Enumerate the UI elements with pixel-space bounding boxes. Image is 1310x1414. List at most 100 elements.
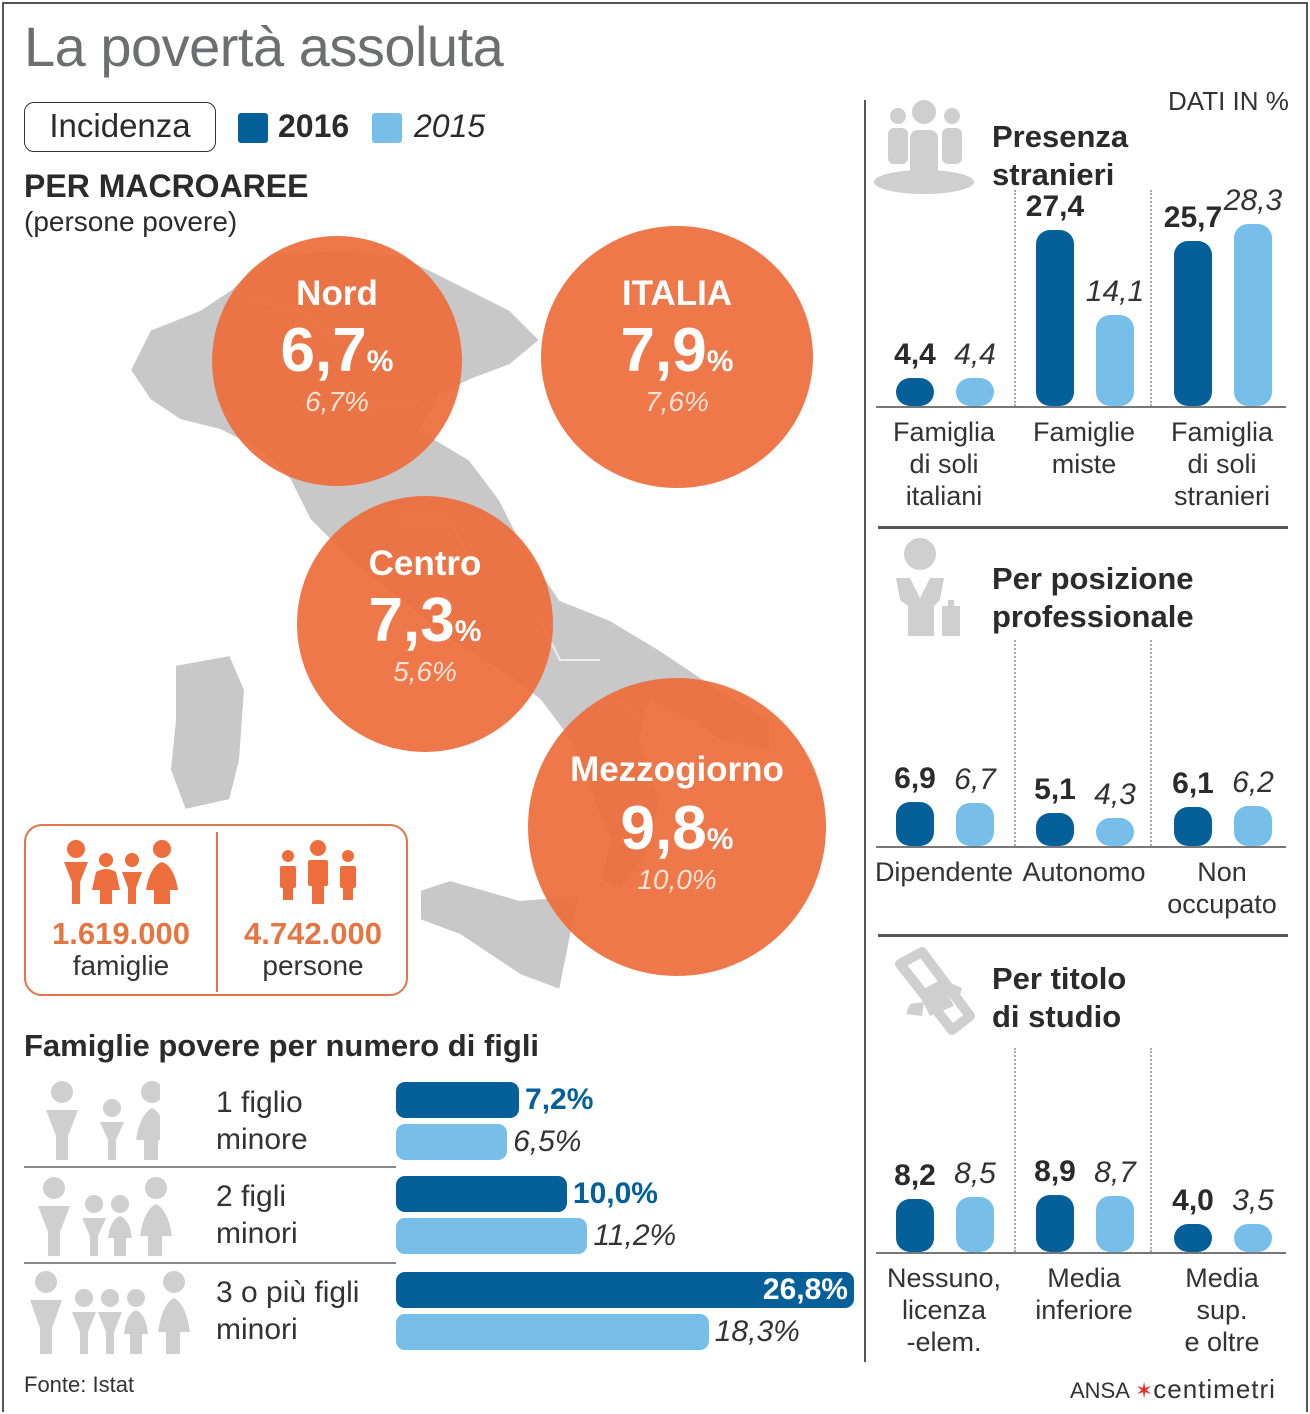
bar-2015 [1096, 818, 1134, 846]
totals-box: 1.619.000 famiglie 4.742.000 persone [24, 824, 408, 996]
group-divider [1014, 1048, 1016, 1252]
children-row-label: 1 figlio minore [216, 1086, 308, 1156]
value-label-2016: 5,1 [1034, 773, 1076, 807]
families-count: 1.619.000 [52, 916, 190, 951]
bar-2015 [956, 802, 994, 846]
value-label-2015: 8,7 [1094, 1156, 1136, 1190]
area-value-2015: 6,7% [305, 386, 369, 417]
bar-label-2015: 6,5% [513, 1125, 582, 1158]
children-heading: Famiglie povere per numero di figli [24, 1028, 540, 1063]
bar-2015 [1096, 1196, 1134, 1252]
bar-2016 [1174, 1224, 1212, 1252]
value-label-2016: 8,9 [1034, 1154, 1076, 1188]
bar-2016 [1036, 1194, 1074, 1252]
group-divider [1014, 640, 1016, 846]
category-label: Famiglia di soli stranieri [1170, 417, 1274, 511]
section-title-profession: Per posizione professionale [992, 561, 1194, 634]
bar-label-2015: 18,3% [714, 1315, 800, 1348]
area-value-2016: 6,7% [280, 316, 394, 385]
legend-swatch-2015 [372, 113, 402, 143]
value-label-2016: 27,4 [1025, 189, 1085, 223]
circle-italia: ITALIA 7,9% 7,6% [541, 226, 813, 488]
category-label: Nessuno, licenza -elem. [886, 1263, 1002, 1357]
persons-label: persone [262, 950, 364, 981]
circle-mezzogiorno: Mezzogiorno 9,8% 10,0% [528, 678, 826, 976]
incidence-badge: Incidenza [24, 102, 216, 152]
map-sardinia [168, 653, 247, 812]
value-label-2015: 4,3 [1094, 778, 1136, 811]
chart-axis [876, 406, 1286, 408]
bar-2016 [396, 1176, 567, 1212]
bar-2015 [396, 1314, 709, 1350]
group-divider [1150, 640, 1152, 846]
bar-2016 [396, 1082, 520, 1118]
bar-2016 [1036, 229, 1074, 406]
totals-divider [216, 832, 218, 992]
category-label: Autonomo [1022, 857, 1146, 887]
section-separator [878, 526, 1288, 529]
bar-2015 [1234, 224, 1272, 406]
row-separator [24, 1262, 396, 1264]
value-label-2015: 8,5 [954, 1157, 996, 1191]
bar-2016 [1036, 813, 1074, 846]
value-label-2015: 6,2 [1232, 766, 1274, 800]
value-label-2016: 6,9 [894, 761, 936, 795]
bar-2016 [1174, 806, 1212, 846]
value-label-2015: 3,5 [1232, 1184, 1274, 1217]
value-label-2015: 14,1 [1085, 275, 1145, 309]
area-name: ITALIA [621, 274, 733, 313]
area-value-2015: 7,6% [645, 386, 709, 417]
source-note: Fonte: Istat [24, 1372, 135, 1397]
area-value-2015: 5,6% [393, 656, 457, 687]
map-sicily [419, 878, 582, 992]
bar-2015 [956, 1197, 994, 1252]
bar-2015 [396, 1124, 508, 1160]
area-value-2016: 7,9% [620, 316, 734, 385]
column-divider [864, 100, 866, 1362]
bar-2015 [396, 1218, 588, 1254]
diploma-icon [895, 947, 975, 1035]
category-label: Non occupato [1167, 857, 1277, 919]
value-label-2015: 6,7 [954, 762, 996, 796]
category-label: Famiglia di soli italiani [892, 417, 996, 511]
value-label-2016: 8,2 [894, 1159, 936, 1193]
legend-swatch-2016 [238, 113, 268, 143]
bar-label-2016: 7,2% [525, 1083, 594, 1116]
children-row-label: 2 figli minori [216, 1180, 298, 1250]
value-label-2015: 28,3 [1223, 184, 1283, 217]
circle-centro: Centro 7,3% 5,6% [297, 496, 553, 752]
category-label: Dipendente [874, 857, 1014, 887]
area-value-2015: 10,0% [637, 864, 717, 895]
legend-label-2016: 2016 [278, 108, 350, 144]
bar-2016 [896, 377, 934, 406]
category-label: Media sup. e oltre [1184, 1263, 1260, 1357]
bar-2015 [1096, 315, 1134, 406]
circle-nord: Nord 6,7% 6,7% [212, 236, 462, 486]
bar-2015 [956, 377, 994, 406]
family-icon [64, 840, 178, 904]
group-divider [1014, 190, 1016, 406]
bar-2016 [1174, 240, 1212, 406]
chart-axis [876, 1252, 1286, 1254]
bar-label-2015: 11,2% [593, 1219, 677, 1252]
value-label-2016: 25,7 [1163, 200, 1223, 234]
area-value-2016: 9,8% [620, 794, 734, 863]
chart-axis [876, 846, 1286, 848]
macro-heading: PER MACROAREE [24, 168, 309, 204]
brand-logo: ANSA ✶centimetri [1070, 1374, 1276, 1404]
bar-2016 [896, 801, 934, 846]
group-divider [1150, 190, 1152, 406]
bar-2016 [396, 1272, 854, 1308]
bar-2016 [896, 1199, 934, 1252]
area-name: Centro [368, 544, 482, 583]
legend-label-2015: 2015 [414, 108, 486, 144]
category-label: Media inferiore [1035, 1263, 1133, 1325]
children-row-label: 3 o più figli minori [216, 1276, 360, 1346]
macro-subheading: (persone povere) [24, 206, 238, 237]
people-icon [280, 840, 356, 904]
persons-count: 4.742.000 [244, 916, 382, 951]
group-divider [1150, 1048, 1152, 1252]
value-label-2016: 4,0 [1172, 1184, 1214, 1217]
bar-label-2016: 10,0% [572, 1177, 658, 1210]
